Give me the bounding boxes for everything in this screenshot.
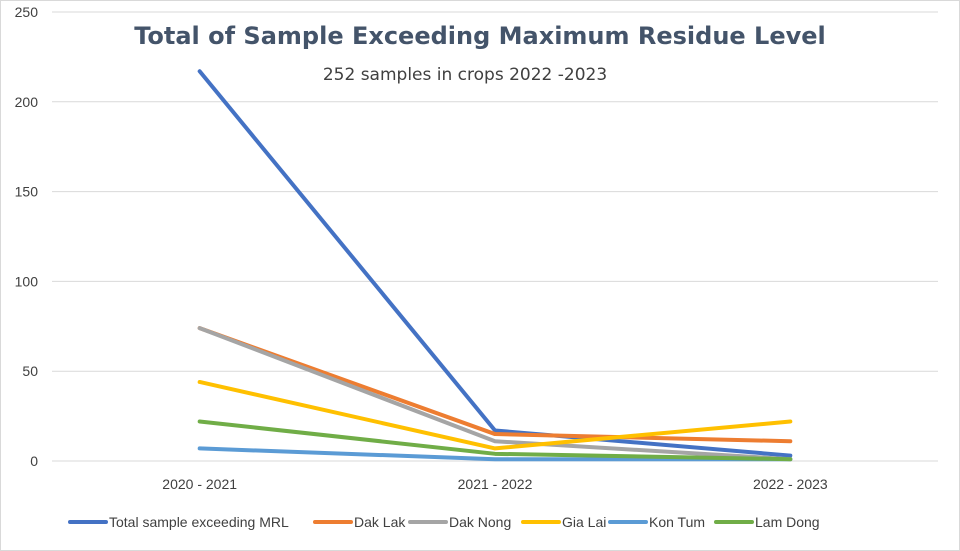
chart-title: Total of Sample Exceeding Maximum Residu… xyxy=(134,22,826,50)
legend-label: Lam Dong xyxy=(755,514,820,530)
series-line-3 xyxy=(197,379,793,451)
y-tick-label: 150 xyxy=(15,184,39,200)
series-line-0 xyxy=(197,69,793,458)
x-tick-label: 2022 - 2023 xyxy=(753,476,828,492)
y-tick-label: 200 xyxy=(15,94,39,110)
y-tick-label: 50 xyxy=(22,363,38,379)
y-axis: 0 50 100 150 200 250 xyxy=(15,4,39,469)
series-line-2 xyxy=(197,326,793,462)
legend-label: Dak Lak xyxy=(354,514,406,530)
x-tick-label: 2021 - 2022 xyxy=(458,476,533,492)
legend-label: Gia Lai xyxy=(562,514,606,530)
y-tick-label: 100 xyxy=(15,273,39,289)
y-tick-label: 250 xyxy=(15,4,39,20)
legend-label: Kon Tum xyxy=(649,514,705,530)
series-lines xyxy=(197,69,793,462)
series-line-5 xyxy=(197,419,793,462)
chart-subtitle: 252 samples in crops 2022 -2023 xyxy=(323,65,607,85)
legend: Total sample exceeding MRL Dak Lak Dak Non… xyxy=(68,514,820,530)
series-line-1 xyxy=(197,326,793,444)
x-axis: 2020 - 2021 2021 - 2022 2022 - 2023 xyxy=(162,476,828,492)
y-tick-label: 0 xyxy=(30,453,38,469)
x-tick-label: 2020 - 2021 xyxy=(162,476,237,492)
legend-label: Dak Nong xyxy=(449,514,511,530)
legend-label: Total sample exceeding MRL xyxy=(109,514,289,530)
